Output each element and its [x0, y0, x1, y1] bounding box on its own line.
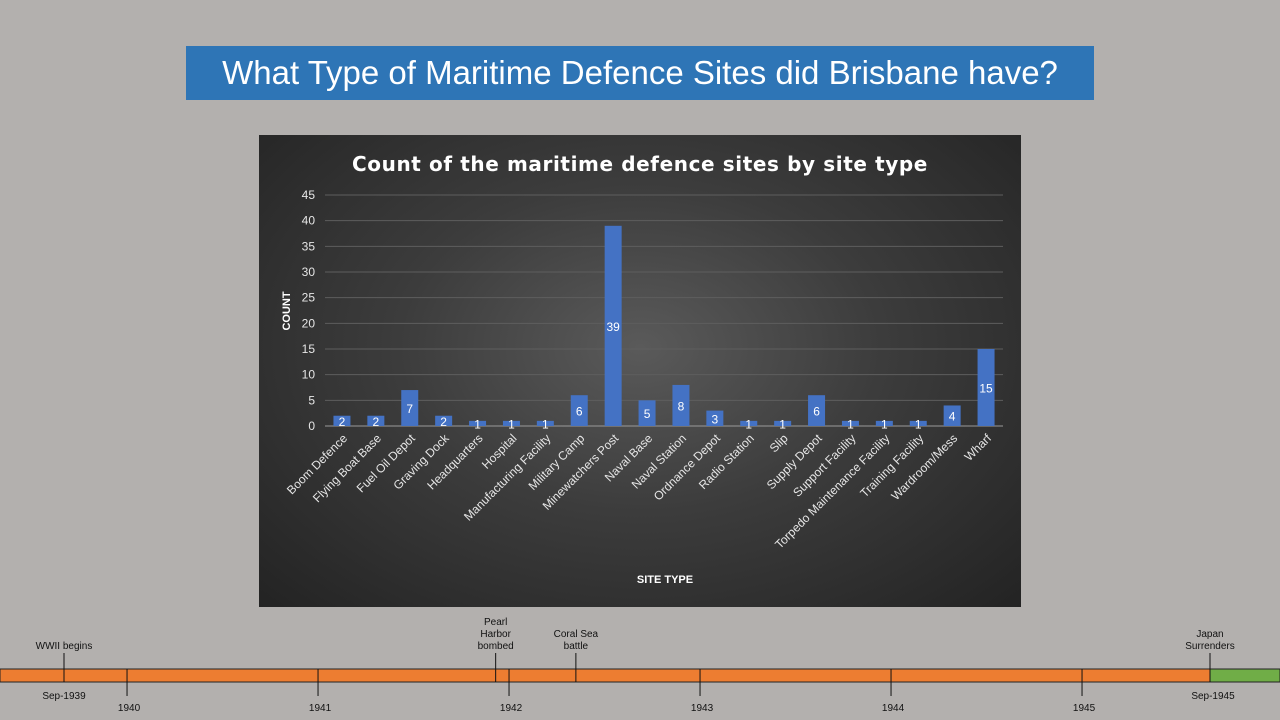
- x-tick-label: Slip: [767, 431, 791, 455]
- event-label-line: WWII begins: [36, 641, 93, 652]
- bar: [502, 420, 520, 426]
- timeline-end-segment: [1209, 668, 1280, 683]
- bar: [367, 415, 385, 426]
- data-label: 39: [606, 320, 620, 334]
- event-label-line: Pearl: [484, 617, 507, 628]
- year-label: 1940: [118, 703, 141, 714]
- data-label: 5: [644, 407, 651, 421]
- bar: [333, 415, 351, 426]
- timeline-end-label: Sep-1945: [1191, 691, 1235, 702]
- y-tick-label: 20: [302, 316, 316, 330]
- bar: [875, 420, 893, 426]
- x-axis-label: SITE TYPE: [637, 574, 693, 586]
- y-tick-label: 40: [302, 214, 316, 228]
- timeline-start-label: Sep-1939: [42, 691, 86, 702]
- bar: [909, 420, 927, 426]
- data-label: 1: [542, 417, 549, 431]
- event-label: Japan Surrenders: [1185, 629, 1234, 652]
- event-label-line: Harbor: [480, 629, 511, 640]
- data-label: 3: [712, 412, 719, 426]
- chart-title: Count of the maritime defence sites by s…: [352, 152, 928, 176]
- event-label: Pearl Harbor bombed: [478, 617, 514, 652]
- bar: [706, 410, 724, 426]
- bar: [740, 420, 758, 426]
- data-label: 1: [881, 417, 888, 431]
- data-label: 7: [406, 402, 413, 416]
- data-label: 1: [508, 417, 515, 431]
- data-label: 2: [440, 415, 447, 429]
- timeline: Sep-1939 Sep-1945 1940 1941 1942 1943 1944 1945…: [0, 610, 1280, 720]
- data-label: 6: [813, 405, 820, 419]
- bar: [401, 390, 419, 426]
- y-tick-label: 10: [302, 368, 316, 382]
- data-label: 15: [979, 382, 993, 396]
- data-label: 1: [745, 417, 752, 431]
- x-tick-label: Wharf: [962, 431, 995, 464]
- data-label: 1: [779, 417, 786, 431]
- year-label: 1943: [691, 703, 714, 714]
- data-label: 1: [915, 417, 922, 431]
- y-tick-label: 35: [302, 239, 316, 253]
- bar-chart: Count of the maritime defence sites by s…: [281, 152, 1003, 586]
- bar: [672, 384, 690, 426]
- data-label: 1: [847, 417, 854, 431]
- bar: [435, 415, 453, 426]
- year-label: 1941: [309, 703, 332, 714]
- bar: [469, 420, 487, 426]
- year-label: 1945: [1073, 703, 1096, 714]
- bar: [841, 420, 859, 426]
- data-label: 4: [949, 410, 956, 424]
- event-label-line: Surrenders: [1185, 641, 1234, 652]
- y-tick-label: 25: [302, 291, 316, 305]
- timeline-svg: Sep-1939 Sep-1945 1940 1941 1942 1943 1944 1945…: [0, 617, 1280, 714]
- bar: [774, 420, 792, 426]
- event-label-line: Japan: [1196, 629, 1223, 640]
- chart-panel: Count of the maritime defence sites by s…: [259, 135, 1021, 607]
- event-label: WWII begins: [36, 641, 93, 652]
- event-label-line: Coral Sea: [554, 629, 599, 640]
- timeline-bar: [0, 668, 1211, 683]
- event-label: Coral Sea battle: [554, 629, 599, 652]
- bar: [808, 395, 826, 426]
- y-tick-label: 5: [308, 393, 315, 407]
- data-label: 2: [373, 415, 380, 429]
- bar: [570, 395, 588, 426]
- bar: [604, 225, 622, 426]
- slide-title: What Type of Maritime Defence Sites did …: [186, 46, 1094, 100]
- bar: [536, 420, 554, 426]
- data-label: 6: [576, 405, 583, 419]
- y-axis-label: COUNT: [281, 291, 293, 330]
- bar: [638, 400, 656, 426]
- year-label: 1942: [500, 703, 523, 714]
- bar: [977, 349, 995, 426]
- event-label-line: battle: [564, 641, 589, 652]
- year-label: 1944: [882, 703, 905, 714]
- bar: [943, 405, 961, 426]
- y-tick-label: 45: [302, 188, 316, 202]
- data-label: 1: [474, 417, 481, 431]
- y-tick-label: 0: [308, 419, 315, 433]
- y-tick-label: 15: [302, 342, 316, 356]
- data-label: 2: [339, 415, 346, 429]
- data-label: 8: [678, 399, 685, 413]
- event-label-line: bombed: [478, 641, 514, 652]
- y-tick-label: 30: [302, 265, 316, 279]
